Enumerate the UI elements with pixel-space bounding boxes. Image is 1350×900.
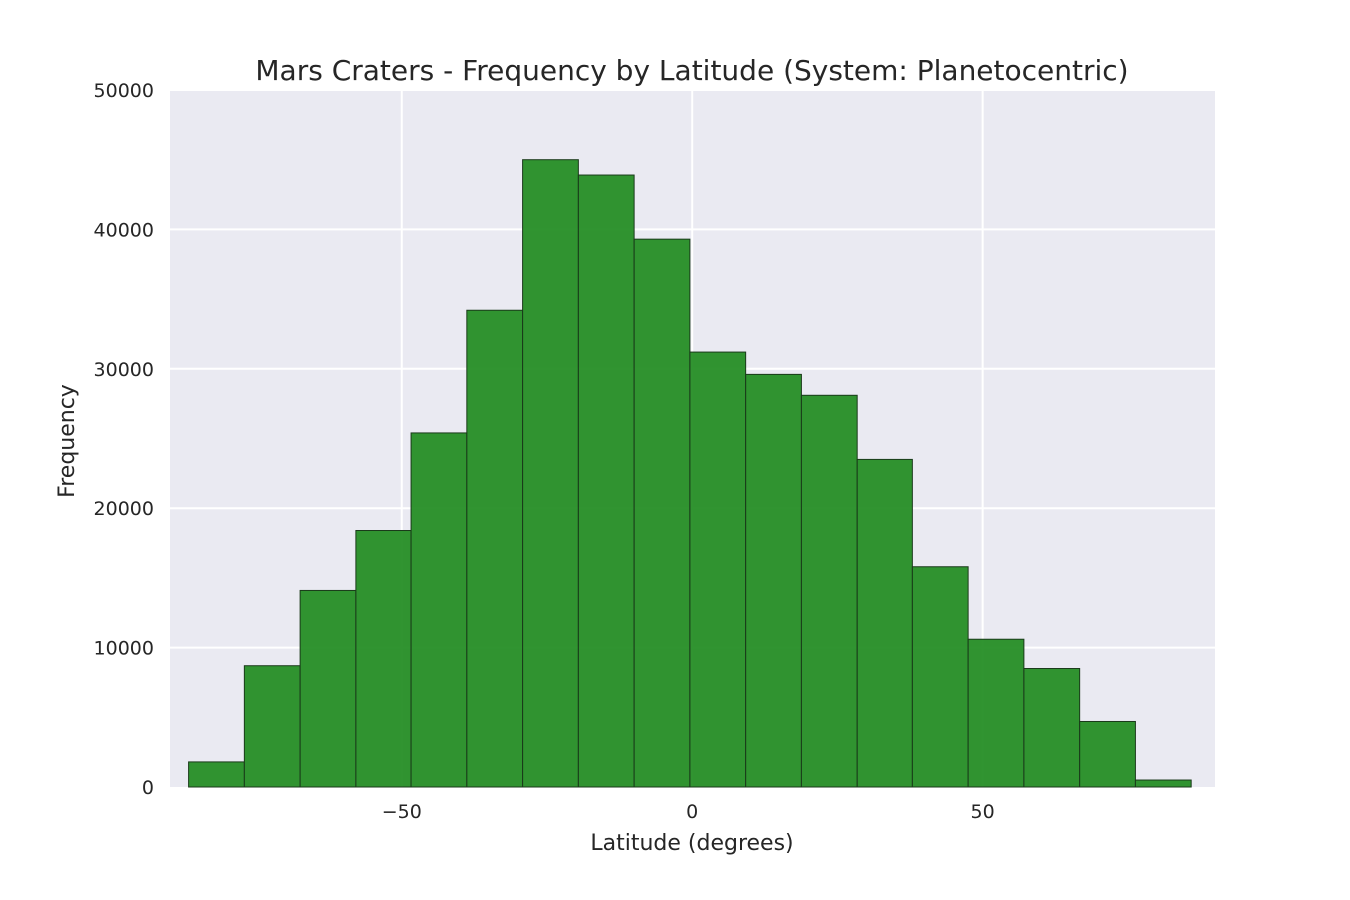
histogram-bar — [188, 761, 245, 788]
histogram-bar — [745, 373, 802, 788]
y-axis-ticks: 0 10000 20000 30000 40000 50000 — [94, 80, 154, 799]
histogram-bar — [577, 174, 635, 788]
histogram-bar — [633, 238, 691, 788]
y-tick-label: 20000 — [94, 498, 154, 520]
histogram-bar — [466, 309, 524, 788]
y-axis-label: Frequency — [55, 384, 80, 498]
x-tick-label: 50 — [971, 801, 995, 823]
y-tick-label: 50000 — [94, 80, 154, 102]
histogram-bar — [800, 394, 858, 788]
y-tick-label: 10000 — [94, 638, 154, 660]
histogram-bar — [689, 351, 747, 788]
histogram-bars — [188, 159, 1192, 788]
histogram-bar — [856, 458, 913, 788]
x-tick-label: −50 — [382, 801, 422, 823]
x-tick-label: 0 — [686, 801, 698, 823]
histogram-bar — [243, 665, 301, 788]
histogram-bar — [1079, 720, 1136, 788]
histogram-bar — [355, 530, 412, 788]
histogram-bar — [1134, 779, 1192, 788]
y-tick-label: 40000 — [94, 219, 154, 241]
x-axis-label: Latitude (degrees) — [590, 831, 793, 856]
histogram-bar — [1023, 668, 1081, 788]
histogram-bar — [299, 589, 357, 788]
histogram-bar — [967, 638, 1025, 788]
histogram-bar — [410, 432, 468, 788]
histogram-bar — [522, 159, 579, 788]
y-tick-label: 30000 — [94, 359, 154, 381]
histogram-bar — [911, 566, 969, 788]
x-axis-ticks: −50 0 50 — [382, 801, 995, 823]
chart-title: Mars Craters - Frequency by Latitude (Sy… — [255, 54, 1128, 87]
y-tick-label: 0 — [142, 777, 154, 799]
